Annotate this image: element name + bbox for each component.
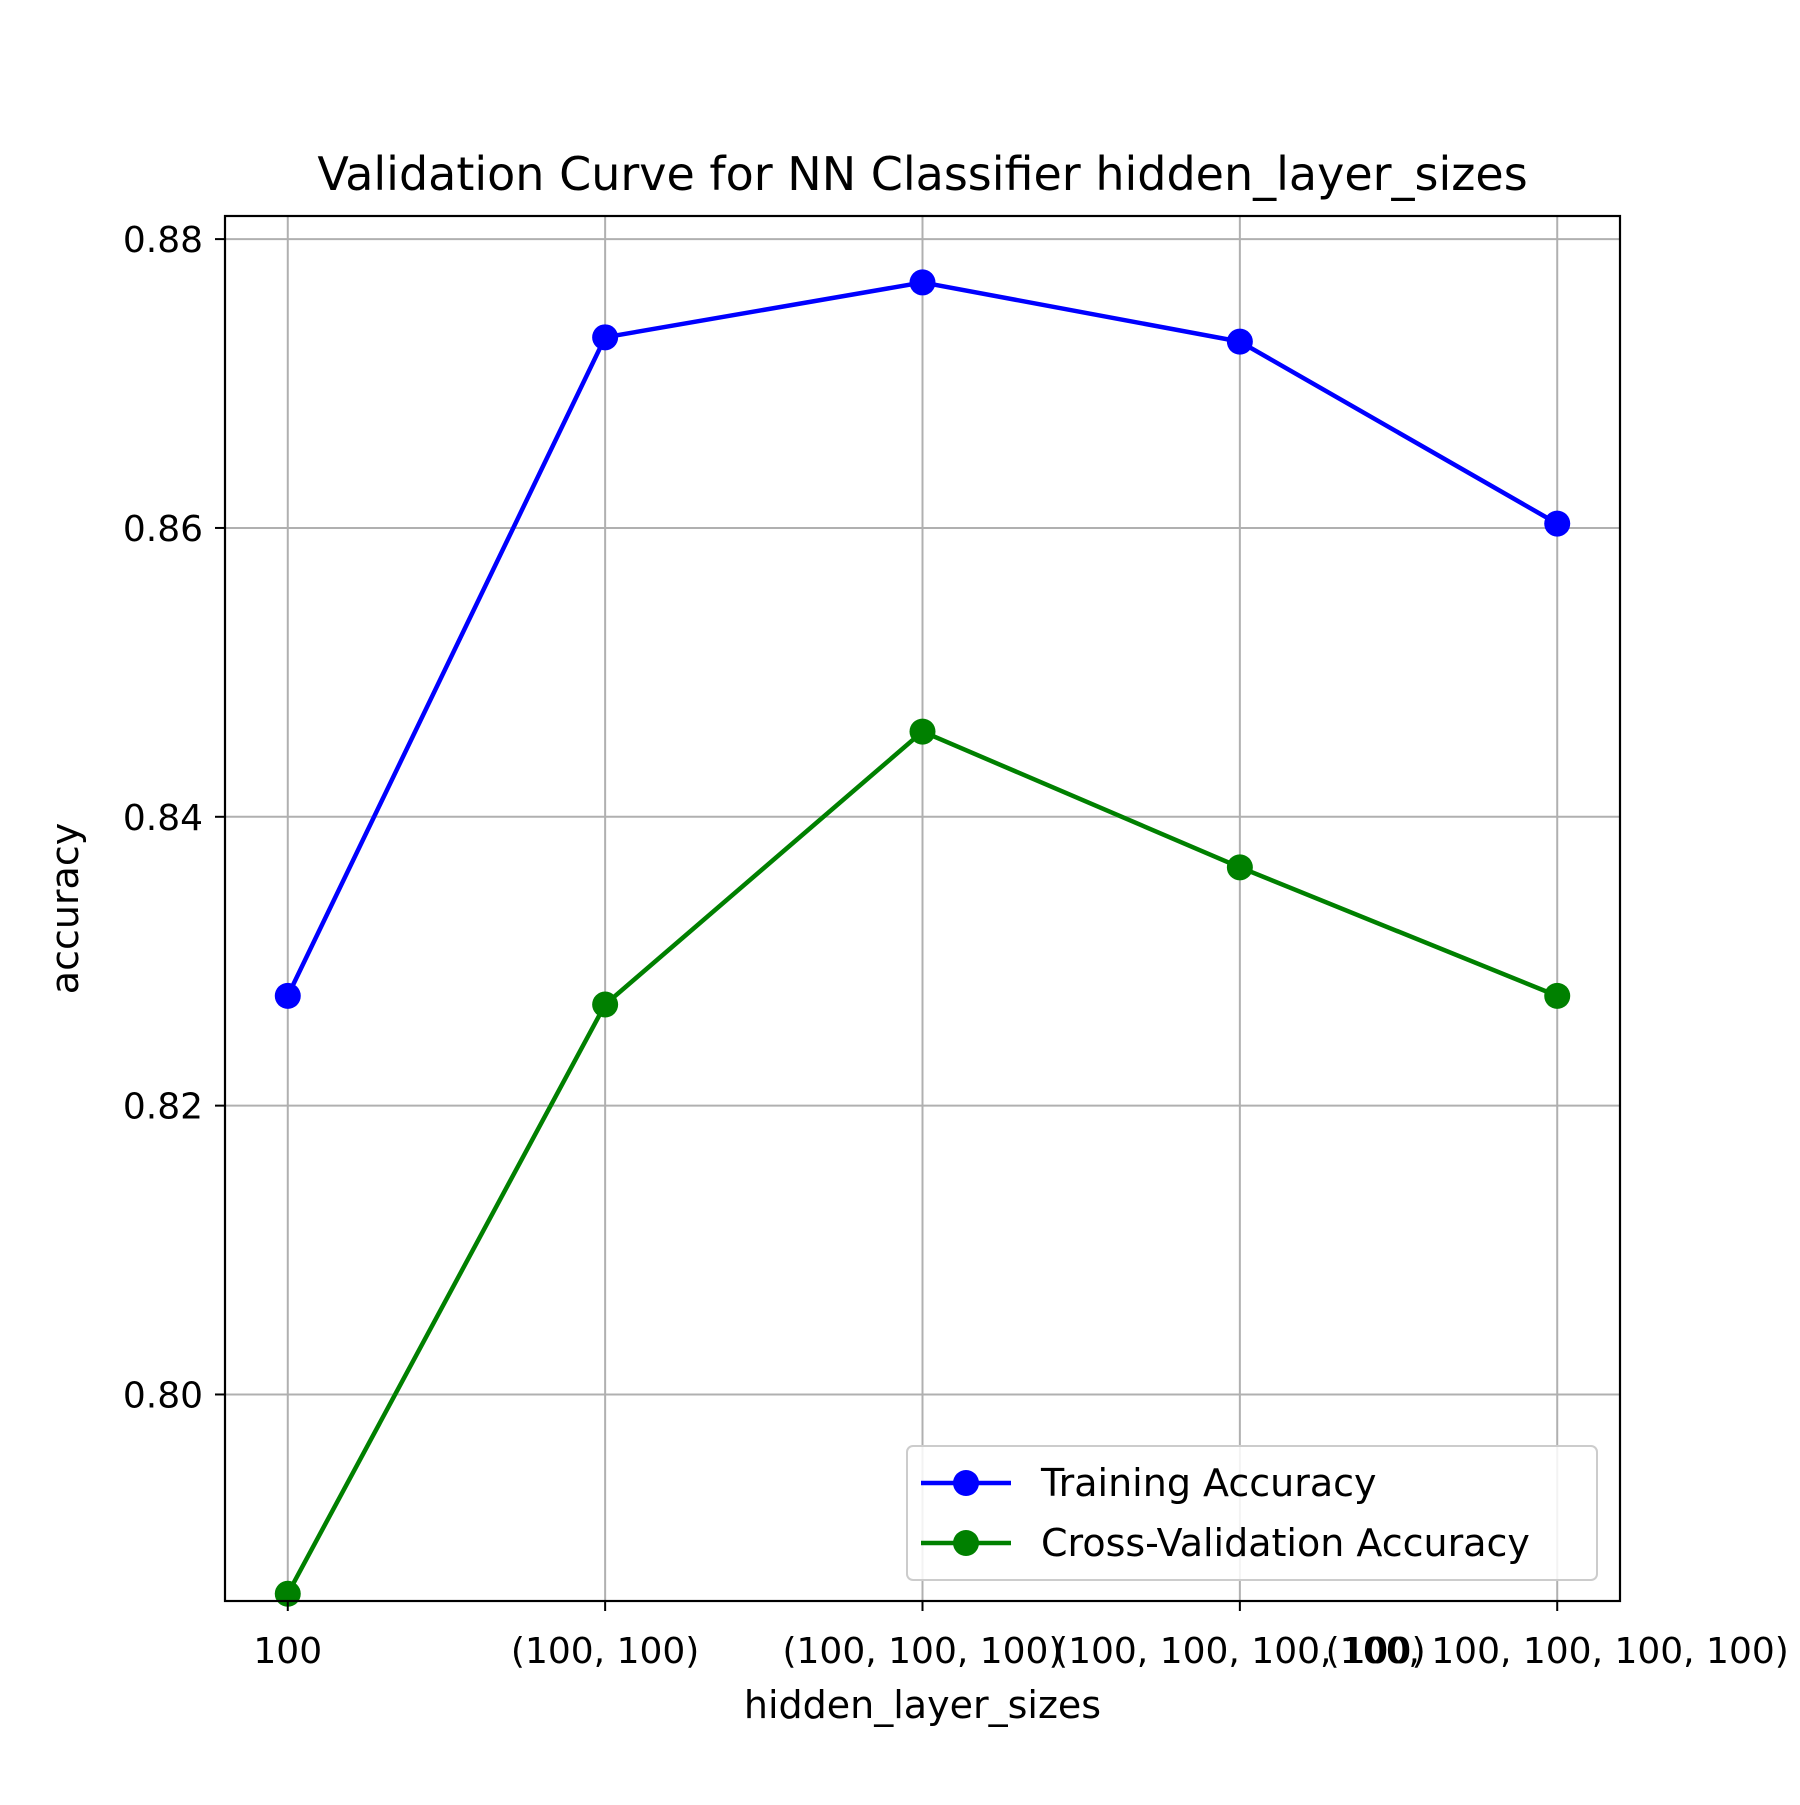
axis-ticks: 100 (100, 100) (100, 100, 100)(100, 100, 1…	[123, 220, 1789, 1672]
x-axis-title: hidden_layer_sizes	[744, 1683, 1101, 1727]
data-point	[909, 269, 936, 296]
y-tick-label: 0.80	[123, 1375, 203, 1416]
x-tick-label: 100	[253, 1631, 322, 1672]
x-tick-label: (100, 100, 100, 100, 100)	[1326, 1631, 1789, 1672]
y-axis-title: accuracy	[43, 823, 87, 994]
data-point	[1544, 982, 1571, 1009]
legend-swatch-marker	[953, 1470, 979, 1496]
y-tick-label: 0.84	[123, 798, 203, 839]
data-point	[1226, 854, 1253, 881]
legend: Training Accuracy Cross-Validation Accura…	[906, 1445, 1598, 1581]
x-tick-label: (100, 100)	[511, 1631, 699, 1672]
data-point	[909, 718, 936, 745]
x-tick-label: (100, 100, 100, 100)	[1054, 1631, 1426, 1672]
legend-label: Training Accuracy	[1040, 1461, 1377, 1505]
data-point	[1226, 328, 1253, 355]
legend-box	[906, 1445, 1598, 1581]
grid-lines	[225, 216, 1620, 1601]
y-tick-label: 0.88	[123, 220, 203, 261]
data-point	[274, 982, 301, 1009]
data-point	[592, 324, 619, 351]
chart-title: Validation Curve for NN Classifier hidde…	[317, 147, 1527, 201]
x-tick-label: (100, 100, 100)	[782, 1631, 1062, 1672]
data-point	[592, 991, 619, 1018]
legend-swatch-marker	[953, 1530, 979, 1556]
legend-label: Cross-Validation Accuracy	[1041, 1521, 1530, 1565]
y-tick-label: 0.82	[123, 1087, 203, 1128]
data-point	[1544, 510, 1571, 537]
y-tick-label: 0.86	[123, 509, 203, 550]
